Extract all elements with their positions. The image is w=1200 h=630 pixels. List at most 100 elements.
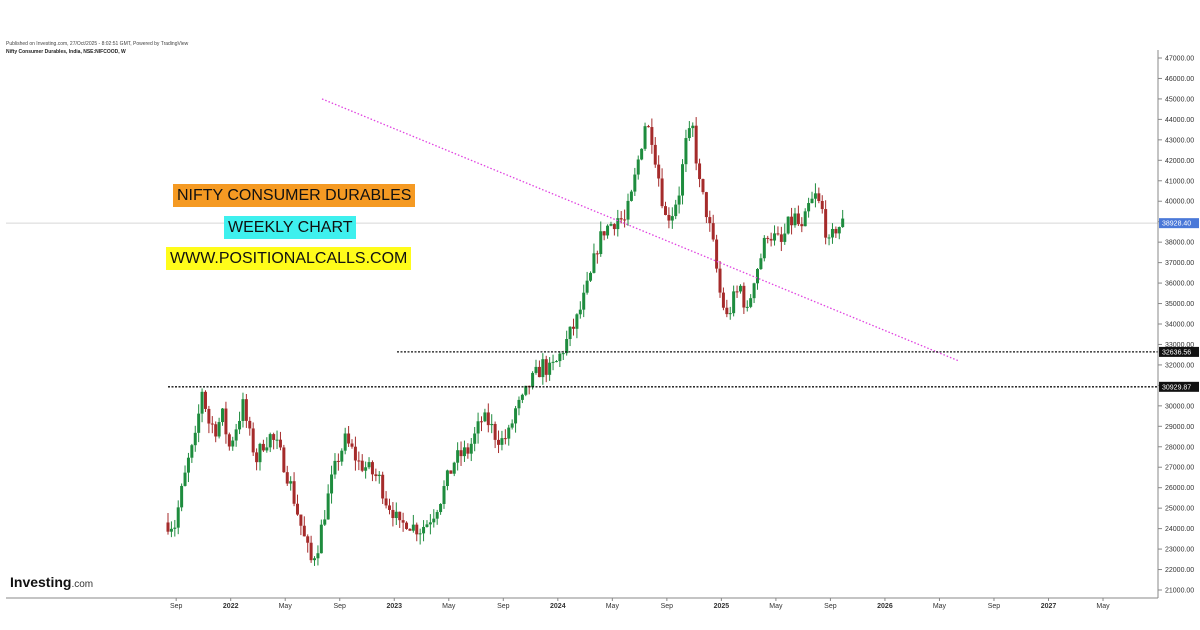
candle-body (275, 439, 279, 441)
candle-body (319, 524, 323, 554)
candle-body (663, 206, 667, 215)
candle-body (749, 298, 753, 307)
candle-body (602, 231, 606, 236)
x-tick-label: Sep (824, 603, 837, 610)
candle-body (599, 231, 603, 255)
candle-body (289, 481, 293, 484)
x-tick-label: Sep (170, 603, 183, 610)
y-tick-label: 37000.00 (1165, 260, 1194, 267)
candle-body (282, 447, 286, 473)
candle-body (272, 434, 276, 440)
candle-body (295, 503, 299, 515)
y-tick-label: 22000.00 (1165, 567, 1194, 574)
x-tick-label: 2023 (386, 603, 402, 610)
candle-body (752, 283, 756, 299)
candle-body (350, 443, 354, 447)
candle-body (394, 511, 398, 519)
candle-body (575, 314, 579, 329)
candle-body (786, 216, 790, 234)
candle-body (238, 420, 242, 430)
candle-body (428, 522, 432, 525)
candle-body (285, 472, 289, 484)
candle-body (336, 460, 340, 462)
x-tick-label: 2027 (1041, 603, 1057, 610)
y-tick-label: 23000.00 (1165, 547, 1194, 554)
x-tick-label: May (279, 603, 293, 610)
candle-body (265, 447, 269, 451)
candle-body (343, 433, 347, 451)
candle-body (759, 258, 763, 269)
candle-body (435, 512, 439, 519)
y-tick-label: 40000.00 (1165, 199, 1194, 206)
candle-body (497, 439, 501, 445)
x-tick-label: Sep (661, 603, 674, 610)
logo-name: Investing (10, 574, 72, 590)
candle-body (234, 429, 238, 441)
level-tag (1159, 346, 1199, 357)
candle-body (299, 514, 303, 526)
candle-body (360, 460, 364, 471)
y-tick-label: 30000.00 (1165, 403, 1194, 410)
candle-body (227, 434, 231, 447)
candle-body (466, 447, 470, 454)
candle-body (197, 413, 201, 433)
candle-body (578, 309, 582, 315)
candle-body (200, 391, 204, 414)
candle-body (251, 428, 255, 453)
candle-body (677, 195, 681, 205)
x-tick-label: 2025 (714, 603, 730, 610)
candle-body (217, 422, 221, 437)
candle-body (493, 423, 497, 440)
candle-body (248, 420, 252, 429)
candle-body (166, 522, 170, 532)
candle-body (330, 474, 334, 494)
candle-body (606, 225, 610, 236)
candle-body (313, 558, 317, 561)
candle-body (633, 174, 637, 192)
candle-body (268, 434, 272, 448)
candle-body (210, 423, 214, 425)
last-price-tag-label: 38928.40 (1162, 221, 1191, 228)
candle-body (616, 218, 620, 230)
candle-body (745, 306, 749, 308)
candle-body (180, 485, 184, 508)
candle-body (551, 361, 555, 363)
candle-body (660, 178, 664, 207)
x-tick-label: Sep (334, 603, 347, 610)
y-tick-label: 26000.00 (1165, 485, 1194, 492)
candle-body (742, 285, 746, 308)
candle-body (241, 399, 245, 421)
candle-body (340, 450, 344, 462)
y-tick-label: 43000.00 (1165, 137, 1194, 144)
candle-body (766, 237, 770, 239)
candle-body (534, 366, 538, 373)
x-tick-label: May (606, 603, 620, 610)
candle-body (367, 462, 371, 468)
candle-body (479, 421, 483, 423)
annotation-website: WWW.POSITIONALCALLS.COM (166, 247, 412, 270)
candle-body (725, 307, 729, 315)
candle-body (589, 272, 593, 281)
candle-body (278, 439, 282, 448)
candle-body (326, 493, 330, 520)
candle-body (653, 144, 657, 165)
x-tick-label: Sep (497, 603, 510, 610)
candle-body (595, 253, 599, 255)
candle-body (609, 224, 613, 226)
candle-body (517, 399, 521, 409)
candle-body (769, 238, 773, 241)
candle-body (732, 291, 736, 314)
candle-body (592, 253, 596, 273)
candle-body (626, 200, 630, 220)
candle-body (810, 198, 814, 204)
candle-body (456, 450, 460, 463)
candle-body (779, 234, 783, 242)
y-tick-label: 27000.00 (1165, 465, 1194, 472)
candle-body (190, 445, 194, 458)
candle-body (687, 128, 691, 139)
x-tick-label: May (933, 603, 947, 610)
candle-body (813, 193, 817, 199)
candle-body (561, 353, 565, 355)
candle-body (292, 481, 296, 504)
